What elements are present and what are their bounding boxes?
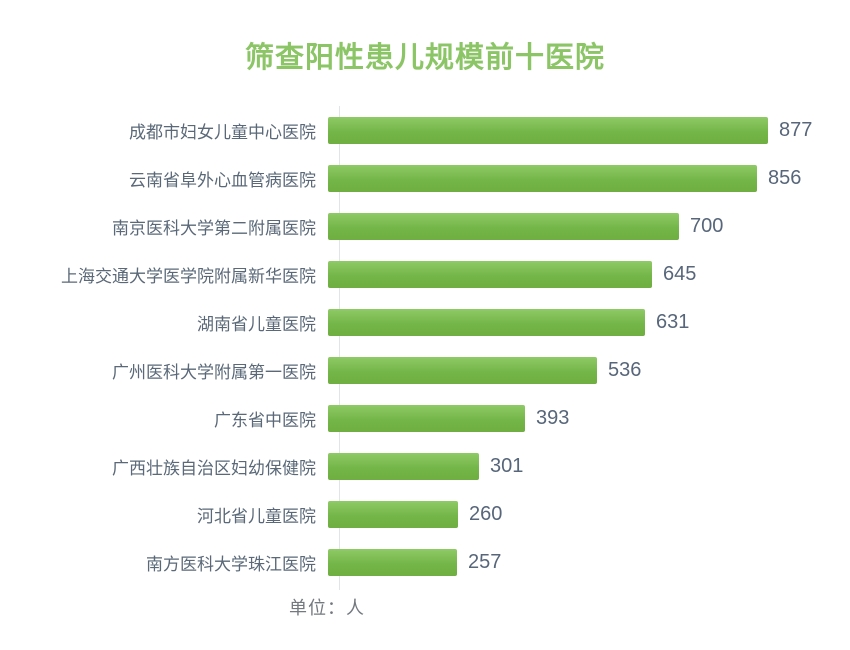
value-label: 700 xyxy=(690,214,724,237)
chart-row: 湖南省儿童医院 631 xyxy=(0,298,850,346)
chart-row: 广州医科大学附属第一医院 536 xyxy=(0,346,850,394)
bar xyxy=(328,548,457,576)
bar-track: 301 xyxy=(328,452,850,480)
value-label: 645 xyxy=(663,262,697,285)
bar xyxy=(328,164,757,192)
bar-track: 856 xyxy=(328,164,850,192)
category-label: 上海交通大学医学院附属新华医院 xyxy=(61,266,316,286)
bar xyxy=(328,500,458,528)
chart-row: 广西壮族自治区妇幼保健院 301 xyxy=(0,442,850,490)
category-label: 广州医科大学附属第一医院 xyxy=(112,362,316,382)
bar xyxy=(328,308,645,336)
bar-track: 700 xyxy=(328,212,850,240)
value-label: 301 xyxy=(490,454,524,477)
bar-track: 631 xyxy=(328,308,850,336)
category-label: 南方医科大学珠江医院 xyxy=(146,554,316,574)
category-label: 云南省阜外心血管病医院 xyxy=(129,170,316,190)
bar xyxy=(328,212,679,240)
value-label: 260 xyxy=(469,502,503,525)
y-axis-line xyxy=(339,106,340,590)
value-label: 257 xyxy=(468,550,502,573)
chart-row: 成都市妇女儿童中心医院 877 xyxy=(0,106,850,154)
bar-track: 536 xyxy=(328,356,850,384)
value-label: 536 xyxy=(608,358,642,381)
chart-row: 广东省中医院 393 xyxy=(0,394,850,442)
value-label: 877 xyxy=(779,118,813,141)
bar xyxy=(328,356,597,384)
unit-label: 单位：人 xyxy=(289,598,365,618)
bar xyxy=(328,452,479,480)
category-label: 河北省儿童医院 xyxy=(197,506,316,526)
value-label: 631 xyxy=(656,310,690,333)
category-label: 广西壮族自治区妇幼保健院 xyxy=(112,458,316,478)
bar-track: 257 xyxy=(328,548,850,576)
bar-track: 260 xyxy=(328,500,850,528)
bar-track: 393 xyxy=(328,404,850,432)
bar xyxy=(328,116,768,144)
bar-track: 877 xyxy=(328,116,850,144)
chart-row: 上海交通大学医学院附属新华医院 645 xyxy=(0,250,850,298)
chart-row: 南方医科大学珠江医院 257 xyxy=(0,538,850,586)
value-label: 393 xyxy=(536,406,570,429)
bar-track: 645 xyxy=(328,260,850,288)
bar xyxy=(328,260,652,288)
bar xyxy=(328,404,525,432)
chart-title: 筛查阳性患儿规模前十医院 xyxy=(244,42,605,74)
category-label: 南京医科大学第二附属医院 xyxy=(112,218,316,238)
chart-row: 河北省儿童医院 260 xyxy=(0,490,850,538)
chart-plot-area: 成都市妇女儿童中心医院 877 云南省阜外心血管病医院 856 南京医科大学第二… xyxy=(0,106,850,586)
chart-row: 云南省阜外心血管病医院 856 xyxy=(0,154,850,202)
chart-row: 南京医科大学第二附属医院 700 xyxy=(0,202,850,250)
category-label: 广东省中医院 xyxy=(214,410,316,430)
category-label: 湖南省儿童医院 xyxy=(197,314,316,334)
value-label: 856 xyxy=(768,166,802,189)
category-label: 成都市妇女儿童中心医院 xyxy=(129,122,316,142)
